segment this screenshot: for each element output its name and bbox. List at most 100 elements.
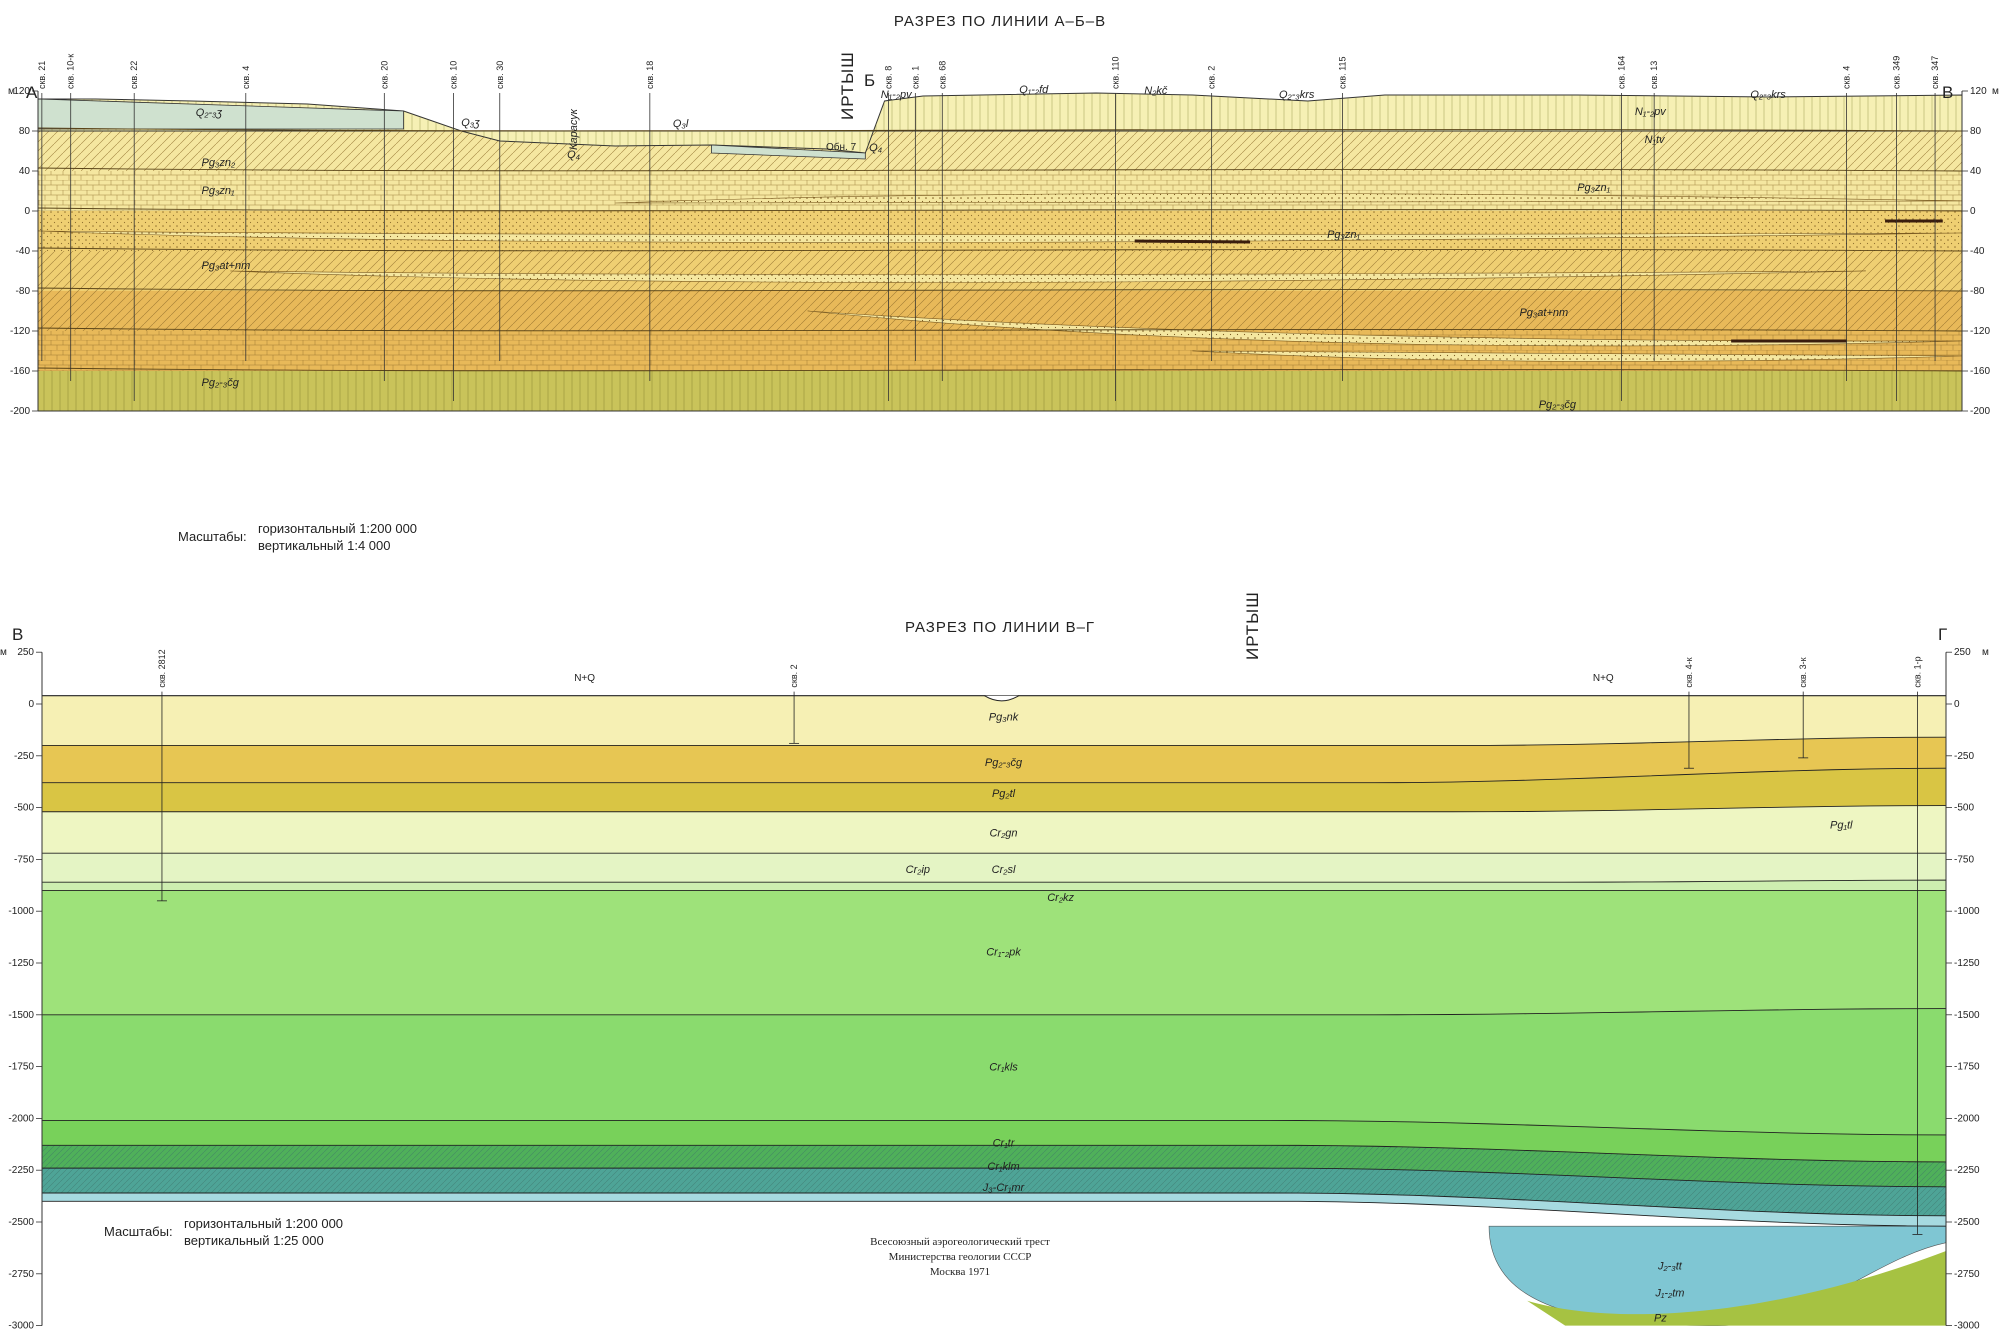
- section2-contact-line: [42, 767, 1947, 784]
- section2-contact-line: [42, 1192, 1947, 1217]
- right-tick-label: -1500: [1954, 1010, 1980, 1021]
- left-tick-label: 0: [28, 699, 34, 710]
- section1-coal-seam: [1134, 239, 1251, 244]
- borehole-label: скв. 21: [37, 61, 47, 89]
- section2-borehole: скв. 2: [789, 664, 800, 744]
- section2-formation-label: J₂-₃tt: [1657, 1261, 1683, 1273]
- left-tick-label: -250: [14, 751, 34, 762]
- section1-scale-horizontal: горизонтальный 1:200 000: [258, 521, 417, 536]
- section1-formation-label: N₁-₂pv: [1635, 106, 1667, 118]
- section1-formation-label: Q₂-₃krs: [1279, 89, 1315, 101]
- section1-borehole: скв. 115: [1337, 56, 1347, 381]
- section1-borehole: скв. 110: [1110, 56, 1120, 401]
- left-unit: м: [0, 647, 7, 658]
- section1-corner-v: В: [1942, 83, 1953, 102]
- section1-borehole: скв. 4: [241, 66, 251, 361]
- section1-stratum-pattern: [38, 211, 1962, 251]
- section1-formation-label: Pg₂-₃čg: [202, 377, 240, 389]
- section1-corner-a: А: [26, 83, 38, 102]
- left-tick-label: -40: [16, 246, 31, 257]
- section1-formation-label: Pg₃zn₁: [202, 185, 235, 197]
- left-tick-label: 40: [19, 166, 31, 177]
- section1-stratum-pattern: [38, 171, 1962, 211]
- left-tick-label: -500: [14, 803, 34, 814]
- section1-strata: [37, 92, 1963, 412]
- section2-borehole: скв. 2812: [156, 649, 167, 902]
- left-tick-label: -1250: [8, 958, 34, 969]
- borehole-label: скв. 110: [1110, 56, 1120, 89]
- section2-scale-vertical: вертикальный 1:25 000: [184, 1233, 324, 1248]
- section1-formation-label: Pg₃at+nm: [202, 260, 251, 272]
- right-tick-label: -200: [1970, 406, 1990, 417]
- section2-hatched-stratum: [42, 1145, 1946, 1187]
- right-tick-label: -2750: [1954, 1269, 1980, 1280]
- section1-borehole: скв. 21: [37, 61, 47, 361]
- left-tick-label: -2250: [8, 1165, 34, 1176]
- right-tick-label: -160: [1970, 366, 1990, 377]
- section1-borehole: скв. 2: [1207, 66, 1217, 361]
- section2-surface-label: N+Q: [574, 673, 595, 684]
- section1-river-label: ИРТЫШ: [838, 51, 857, 120]
- borehole-label: скв. 1-р: [1912, 656, 1922, 687]
- section1-formation-label: N₁-₂pv: [881, 89, 913, 101]
- left-tick-label: -160: [10, 366, 30, 377]
- section1-stratum-pattern: [38, 371, 1962, 411]
- left-tick-label: -750: [14, 854, 34, 865]
- section1-elevation-axes: 120 120 80 80 40 40 0 0 -40 -40 -80 -80 -120 -120 -160…: [8, 86, 1999, 417]
- section2-corner-v: В: [12, 625, 23, 644]
- section2-stratum: [42, 853, 1946, 883]
- section2-river-notch: [984, 695, 1020, 702]
- right-tick-label: 80: [1970, 126, 1982, 137]
- section1-upper-cover-pattern: [38, 93, 1962, 153]
- section2-contact-line: [42, 879, 1947, 883]
- section1-contact-line: [37, 127, 1963, 132]
- section1-contact-line: [37, 207, 1963, 212]
- credit-line-2: Министерства геологии СССР: [889, 1251, 1032, 1263]
- left-tick-label: -1500: [8, 1010, 34, 1021]
- section1-formation-label: Pg₃zn₁: [1577, 182, 1610, 194]
- credit-line-1: Всесоюзный аэрогеологический трест: [870, 1236, 1050, 1248]
- right-tick-label: -2500: [1954, 1217, 1980, 1228]
- section1-formation-label: Pg₂-₃čg: [1539, 399, 1577, 411]
- section2-borehole: скв. 4-к: [1683, 657, 1694, 769]
- section2-contact-line: [42, 1120, 1947, 1136]
- section2-contact-line: [42, 1167, 1947, 1188]
- section1-quaternary-valley: [711, 144, 866, 160]
- section1-borehole: скв. 30: [495, 61, 505, 361]
- section1-contact-line: [37, 167, 1963, 172]
- section2-formation-label: J₃-Cr₁mr: [982, 1182, 1026, 1194]
- section2-contact-line: [42, 736, 1947, 746]
- section1-stratum-pattern: [38, 131, 1962, 171]
- right-tick-label: -3000: [1954, 1321, 1980, 1332]
- right-tick-label: -40: [1970, 246, 1985, 257]
- left-tick-label: -2000: [8, 1113, 34, 1124]
- right-tick-label: -500: [1954, 803, 1974, 814]
- section2-borehole: скв. 3-к: [1798, 657, 1809, 759]
- borehole-label: скв. 13: [1649, 61, 1659, 89]
- section2-hatched-stratum: [42, 1168, 1946, 1216]
- borehole-label: скв. 115: [1337, 56, 1347, 89]
- section2-formation-label: Cr₁tr: [993, 1137, 1016, 1149]
- section2-formation-label: Cr₂ip: [906, 864, 930, 876]
- section2-stratum: [42, 768, 1946, 812]
- section2-boreholes: скв. 2812 скв. 2 скв. 4-к скв. 3-к скв. 1-р N…: [156, 649, 1923, 1235]
- section2-river-label: ИРТЫШ: [1243, 591, 1262, 660]
- right-tick-label: 0: [1970, 206, 1976, 217]
- section2-surface-label: N+Q: [1593, 673, 1614, 684]
- right-tick-label: -1750: [1954, 1062, 1980, 1073]
- borehole-label: скв. 1: [910, 66, 920, 89]
- section1-formation-labels: Q₂-₃ʒ Q₃ʒ Q₃l Q₄ Q₄ N₁-₂pv Q₁-₂fd N₂kč Q₂-₃krs Q₂…: [196, 84, 1787, 411]
- left-tick-label: 120: [13, 86, 30, 97]
- borehole-label: скв. 4: [241, 66, 251, 89]
- section1-borehole: скв. 347: [1930, 56, 1940, 361]
- section2-stratum: [42, 695, 1946, 746]
- section1-borehole: скв. 10-к: [66, 54, 76, 381]
- borehole-label: скв. 10-к: [66, 54, 76, 89]
- section1-borehole: скв. 8: [883, 66, 893, 401]
- section1-borehole: скв. 10: [449, 61, 459, 401]
- right-tick-label: 40: [1970, 166, 1982, 177]
- right-tick-label: -750: [1954, 854, 1974, 865]
- left-tick-label: 0: [24, 206, 30, 217]
- section2-title: РАЗРЕЗ ПО ЛИНИИ В–Г: [905, 619, 1095, 636]
- section2-contact-line: [42, 805, 1947, 813]
